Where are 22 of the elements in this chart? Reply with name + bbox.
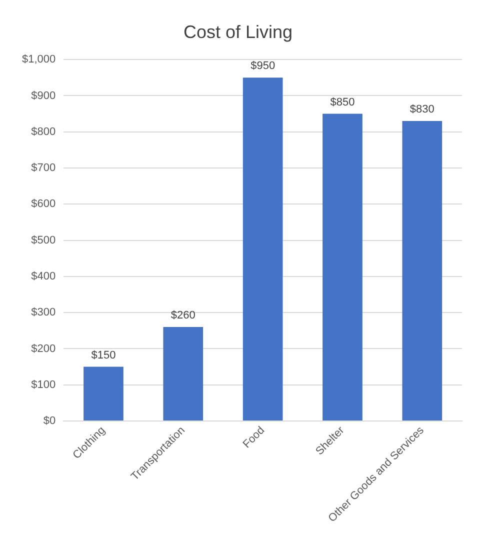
y-tick-label: $300 xyxy=(31,306,56,319)
bar xyxy=(163,327,204,421)
chart-title: Cost of Living xyxy=(183,22,293,42)
y-tick-label: $0 xyxy=(43,415,56,428)
data-label: $850 xyxy=(330,96,355,108)
bar xyxy=(402,121,442,421)
data-label: $260 xyxy=(170,310,196,322)
y-tick-label: $200 xyxy=(31,342,56,355)
data-label: $150 xyxy=(91,349,116,362)
y-tick-label: $100 xyxy=(31,378,56,391)
bar xyxy=(242,78,283,421)
y-tick-label: $1,000 xyxy=(22,54,56,66)
y-tick-label: $400 xyxy=(31,270,56,282)
y-tick-label: $900 xyxy=(31,90,56,102)
data-label: $950 xyxy=(250,60,276,72)
data-label: $830 xyxy=(410,104,434,116)
bar xyxy=(322,114,362,421)
bar xyxy=(84,366,124,421)
y-tick-label: $700 xyxy=(31,162,56,174)
y-tick-label: $600 xyxy=(31,198,56,210)
y-tick-label: $500 xyxy=(31,234,56,246)
y-tick-label: $800 xyxy=(31,126,56,138)
